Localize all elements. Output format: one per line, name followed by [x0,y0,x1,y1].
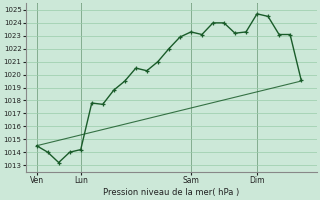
X-axis label: Pression niveau de la mer( hPa ): Pression niveau de la mer( hPa ) [103,188,239,197]
